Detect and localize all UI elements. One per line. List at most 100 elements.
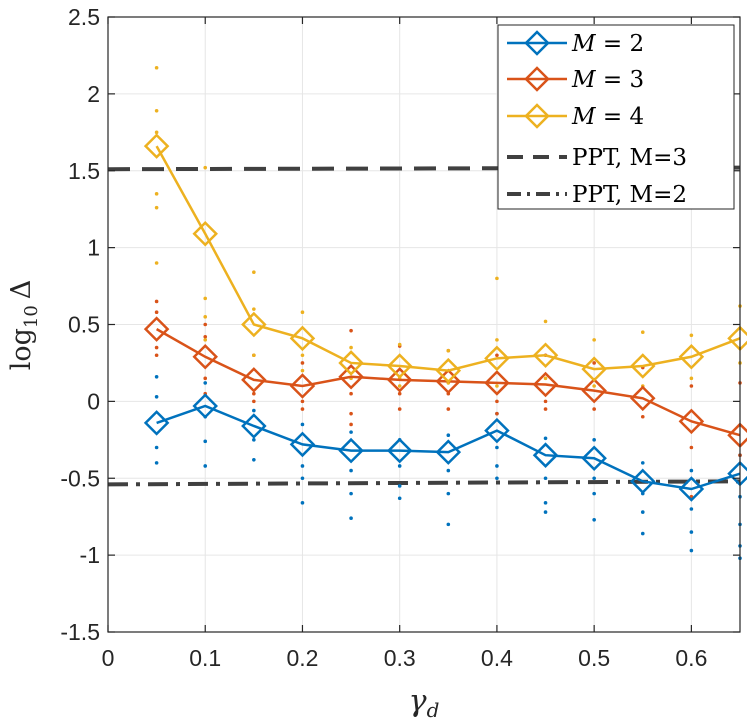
x-axis-label: γd: [409, 684, 440, 722]
scatter-point: [203, 338, 208, 342]
scatter-point: [349, 328, 353, 333]
scatter-point: [446, 491, 451, 496]
scatter-point: [349, 468, 353, 473]
y-tick-label: 1: [87, 235, 100, 261]
legend-label-dashed: PPT, M=3: [572, 145, 687, 171]
scatter-point: [349, 491, 353, 496]
series-marker-2: [289, 373, 316, 399]
y-tick-label: 0.5: [68, 312, 100, 338]
scatter-point: [397, 484, 402, 488]
y-tick-label: -1: [80, 542, 100, 568]
y-tick-label: 0: [87, 388, 100, 414]
y-axis-label-subscript: 10: [21, 305, 42, 328]
scatter-point: [154, 108, 159, 113]
scatter-point: [300, 353, 305, 358]
scatter-point: [349, 411, 353, 416]
scatter-point: [495, 411, 499, 416]
scatter-point: [446, 433, 451, 438]
scatter-point: [203, 296, 208, 301]
scatter-point: [446, 348, 451, 353]
series-line-1: [156, 404, 741, 491]
scatter-point: [592, 407, 596, 411]
scatter-point: [154, 374, 159, 379]
x-tick-label: 0.4: [481, 645, 513, 671]
scatter-point: [397, 496, 402, 501]
scatter-point: [543, 501, 548, 505]
series-marker-2: [532, 371, 559, 398]
scatter-point: [154, 65, 159, 70]
scatter-point: [446, 407, 451, 411]
legend-label-1: M = 2: [571, 31, 644, 57]
scatter-point: [689, 445, 694, 450]
legend-label-value: = 4: [596, 104, 645, 130]
series-marker-3: [435, 357, 462, 384]
series-marker-2: [630, 385, 656, 412]
series-marker-1: [143, 410, 170, 436]
scatter-point: [300, 407, 305, 411]
scatter-point: [154, 445, 159, 450]
scatter-point: [640, 531, 645, 536]
series-marker-1: [581, 445, 607, 472]
scatter-point: [592, 491, 596, 496]
scatter-point: [154, 461, 159, 465]
scatter-point: [397, 342, 402, 347]
scatter-point: [543, 436, 548, 441]
series-marker-3: [678, 344, 705, 370]
x-tick-label: 0.3: [384, 645, 416, 671]
series-marker-1: [630, 468, 656, 495]
scatter-point: [300, 310, 305, 315]
svg-text:log10Δ: log10 Δ: [6, 280, 42, 371]
y-tick-label: 2.5: [68, 4, 100, 30]
scatter-point: [203, 335, 208, 339]
legend-marker-3: [524, 103, 550, 129]
scatter-point: [349, 430, 353, 434]
scatter-point: [592, 517, 596, 522]
y-tick-label: 2: [87, 81, 100, 107]
scatter-point: [154, 205, 159, 210]
scatter-point: [689, 530, 694, 534]
series-marker-3: [630, 353, 656, 379]
scatter-point: [495, 399, 499, 404]
scatter-point: [689, 333, 694, 338]
series-marker-3: [581, 356, 607, 382]
scatter-point: [543, 510, 548, 514]
scatter-point: [252, 399, 256, 404]
scatter-point: [300, 361, 305, 365]
scatter-point: [689, 468, 694, 473]
scatter-point: [543, 319, 548, 324]
series-marker-2: [678, 408, 705, 435]
series-line-3: [155, 145, 741, 372]
scatter-point: [495, 338, 499, 342]
x-axis-label-main: γ: [409, 684, 427, 719]
series-marker-2: [581, 377, 607, 404]
scatter-point: [495, 353, 499, 358]
scatter-point: [689, 548, 694, 553]
scatter-point: [252, 391, 256, 396]
series-marker-3: [289, 325, 316, 352]
series-marker-1: [678, 476, 705, 502]
series-marker-2: [484, 370, 510, 396]
scatter-point: [592, 384, 596, 388]
legend-label-dashdot: PPT, M=2: [572, 182, 687, 208]
scatter-point: [397, 464, 402, 468]
reference-line-dashdot: [107, 479, 741, 487]
scatter-point: [252, 353, 256, 358]
series-marker-2: [192, 344, 218, 370]
series-marker-3: [484, 345, 510, 372]
legend-marker-1: [524, 30, 550, 56]
scatter-point: [252, 307, 256, 311]
scatter-points: [154, 65, 742, 560]
scatter-point: [252, 270, 256, 275]
scatter-point: [203, 464, 208, 468]
y-axis-label-symbol: Δ: [6, 280, 37, 300]
legend-label-variable: M: [571, 67, 597, 93]
y-axis-label-main: log: [6, 328, 37, 370]
scatter-point: [203, 322, 208, 327]
scatter-point: [543, 407, 548, 411]
y-tick-label: -0.5: [60, 465, 100, 491]
series-marker-1: [532, 442, 559, 468]
scatter-point: [689, 384, 694, 388]
scatter-point: [495, 464, 499, 468]
